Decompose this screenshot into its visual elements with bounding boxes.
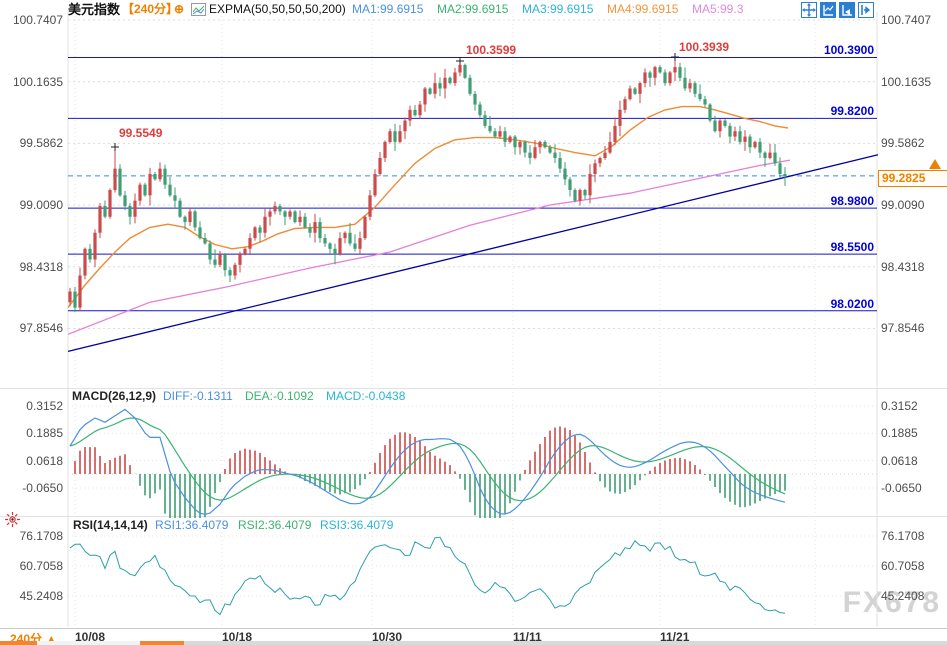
sun-indicator-icon[interactable]: [4, 511, 21, 533]
indicator-value-label: RSI3:36.4079: [320, 518, 394, 532]
rsi-line: [69, 536, 786, 616]
trendline: [67, 154, 879, 353]
dea-line: [69, 417, 786, 502]
time-scrollbar[interactable]: [0, 641, 947, 645]
price-arrow-marker: [929, 159, 941, 169]
candles: [68, 57, 787, 313]
expma-line: [68, 105, 789, 309]
peak-cross-marker: [111, 143, 119, 151]
rsi-plot: [69, 536, 786, 616]
scrollbar-segment[interactable]: [184, 641, 947, 645]
period-label: 【240分】: [122, 2, 179, 16]
macd-plot: [69, 408, 786, 518]
date-label: 10/18: [222, 630, 253, 644]
ma-value-label: MA1:99.6915: [352, 2, 424, 16]
rsi-title: RSI(14,14,14): [73, 518, 148, 532]
indicator-chart-icon: [191, 3, 206, 20]
date-label: 10/08: [75, 630, 106, 644]
peak-cross-marker: [456, 57, 464, 65]
indicator-value-label: RSI1:36.4079: [155, 518, 229, 532]
ma-value-label: MA5:99.3: [692, 2, 744, 16]
last-price-box: 99.2825: [878, 170, 947, 187]
scrollbar-segment[interactable]: [0, 641, 37, 645]
indicator-value-label: MACD:-0.0438: [326, 389, 406, 403]
goto-latest-icon[interactable]: [858, 2, 874, 18]
ma200-line: [68, 159, 791, 335]
date-label: 11/11: [513, 630, 542, 644]
symbol-name: 美元指数: [68, 2, 121, 17]
move-icon[interactable]: [801, 2, 817, 18]
scale-axis-icon[interactable]: [820, 2, 836, 18]
macd-title: MACD(26,12,9): [72, 389, 157, 403]
indicator-value-label: DIFF:-0.1311: [163, 389, 233, 403]
scrollbar-segment[interactable]: [140, 641, 184, 645]
add-indicator-icon[interactable]: ⊕: [174, 2, 185, 16]
indicator-value-label: RSI2:36.4079: [238, 518, 312, 532]
ma-value-label: MA4:99.6915: [607, 2, 679, 16]
date-axis: 240分 ▲ 10/08 10/18 10/30 11/11 11/21: [0, 628, 947, 645]
date-label: 11/21: [660, 630, 690, 644]
indicator-label: EXPMA(50,50,50,50,200): [209, 2, 346, 16]
indicator-value-label: DEA:-0.1092: [245, 389, 314, 403]
ma-value-label: MA3:99.6915: [522, 2, 594, 16]
pan-axis-icon[interactable]: [839, 2, 855, 18]
dif-line: [69, 408, 786, 515]
watermark: FX678: [842, 586, 941, 619]
ma-value-label: MA2:99.6915: [437, 2, 509, 16]
date-label: 10/30: [372, 630, 403, 644]
scrollbar-segment[interactable]: [37, 641, 140, 645]
peak-cross-marker: [671, 53, 679, 61]
chart-plot-area[interactable]: [68, 12, 877, 627]
